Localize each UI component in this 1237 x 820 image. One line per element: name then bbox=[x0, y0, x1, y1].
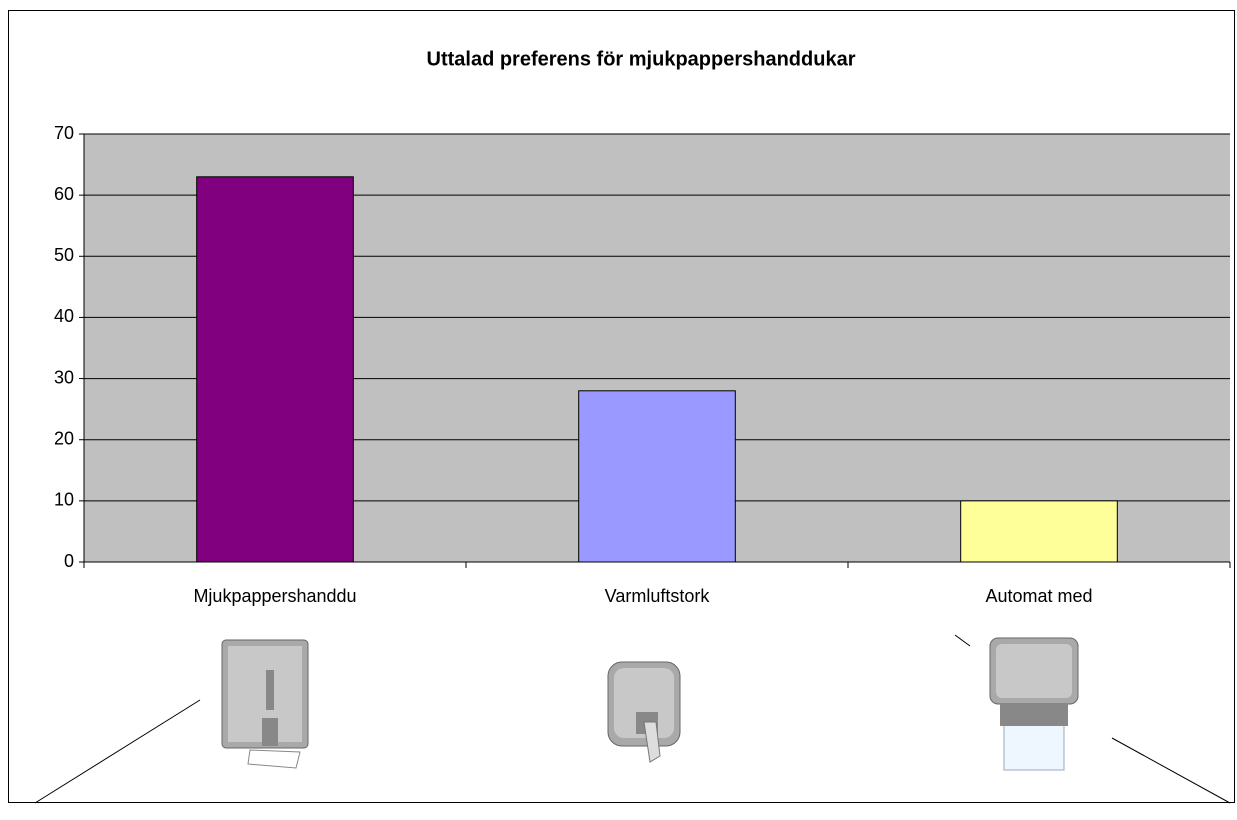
y-tick-label: 30 bbox=[54, 367, 74, 387]
y-tick-label: 50 bbox=[54, 245, 74, 265]
y-tick-label: 10 bbox=[54, 490, 74, 510]
bar bbox=[579, 391, 736, 562]
y-tick-label: 70 bbox=[54, 123, 74, 143]
chart-title: Uttalad preferens för mjukpappershandduk… bbox=[427, 48, 856, 70]
bar bbox=[961, 501, 1118, 562]
y-tick-label: 40 bbox=[54, 306, 74, 326]
y-tick-label: 60 bbox=[54, 184, 74, 204]
x-tick-label: Mjukpappershanddu bbox=[193, 586, 356, 606]
y-tick-label: 20 bbox=[54, 428, 74, 448]
bar bbox=[197, 177, 354, 562]
chart: Uttalad preferens för mjukpappershandduk… bbox=[0, 0, 1237, 820]
x-tick-label: Varmluftstork bbox=[605, 586, 711, 606]
page: {"chart_data": {"type": "bar", "title": … bbox=[0, 0, 1237, 820]
y-tick-label: 0 bbox=[64, 551, 74, 571]
x-tick-label: Automat med bbox=[985, 586, 1092, 606]
